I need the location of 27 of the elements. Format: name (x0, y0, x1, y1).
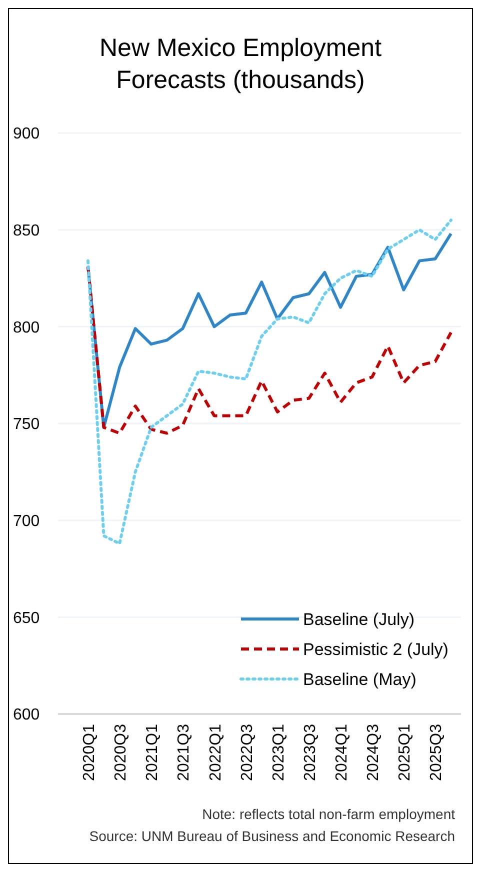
legend-label: Baseline (July) (303, 610, 414, 629)
legend-label: Baseline (May) (303, 670, 416, 689)
y-tick-label: 650 (13, 610, 40, 627)
x-tick-label: 2022Q3 (238, 724, 256, 781)
y-tick-label: 750 (13, 416, 40, 434)
x-tick-label: 2023Q1 (270, 724, 288, 781)
x-tick-label: 2023Q3 (302, 724, 319, 781)
line-series (86, 218, 452, 546)
text: Note: reflects total non-farm employment (202, 806, 456, 822)
y-tick-label: 600 (13, 706, 40, 724)
x-tick-label: 2022Q1 (207, 724, 224, 781)
line-series (86, 265, 452, 435)
y-tick-label: 900 (13, 126, 40, 143)
x-tick-label: 2021Q1 (144, 724, 162, 781)
x-tick-label: 2025Q3 (428, 724, 446, 781)
x-tick-label: 2020Q1 (81, 724, 98, 781)
x-tick-label: 2025Q1 (396, 724, 414, 781)
x-tick-label: 2024Q3 (365, 724, 382, 781)
chart-title: New Mexico Employment Forecasts (thousands) (99, 34, 382, 94)
x-tick-label: 2020Q3 (112, 724, 130, 781)
y-tick-label: 700 (13, 512, 40, 530)
x-tick-label: 2021Q3 (176, 724, 193, 781)
y-tick-label: 800 (13, 319, 40, 336)
x-tick-label: 2024Q1 (334, 724, 351, 781)
y-tick-label: 850 (13, 222, 40, 240)
source-note: Source: UNM Bureau of Business and Economic Research (89, 828, 455, 844)
legend-label: Pessimistic 2 (July) (303, 640, 448, 659)
